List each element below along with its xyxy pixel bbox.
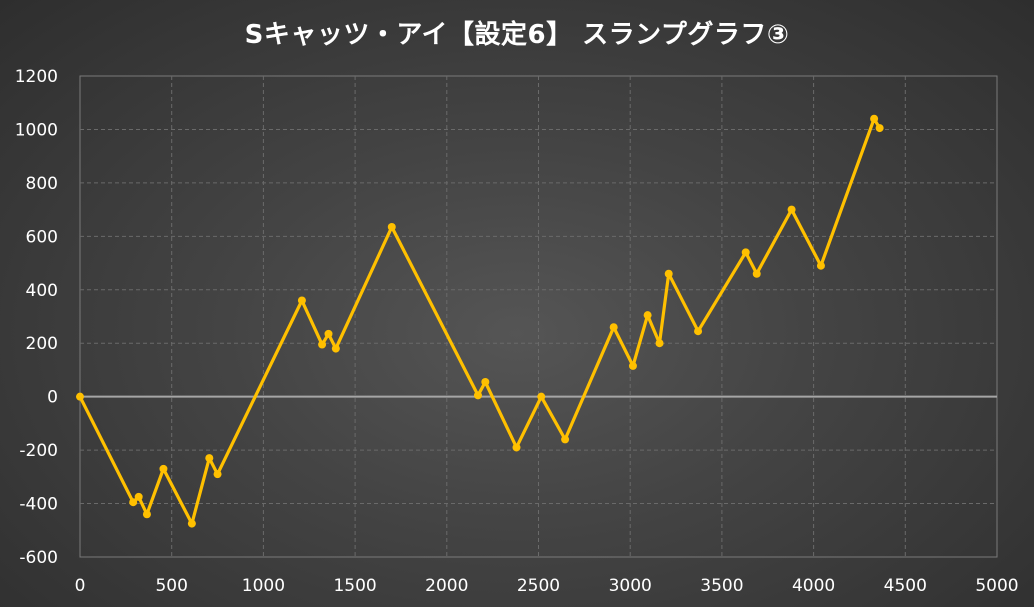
data-point bbox=[561, 435, 570, 444]
data-point bbox=[512, 443, 521, 452]
x-tick-label: 1000 bbox=[242, 576, 285, 596]
data-point bbox=[787, 205, 796, 214]
y-tick-label: 400 bbox=[26, 281, 58, 301]
data-point bbox=[664, 269, 673, 278]
grid bbox=[79, 75, 998, 558]
data-point bbox=[643, 311, 652, 320]
data-point bbox=[816, 261, 825, 270]
y-tick-label: -400 bbox=[19, 495, 58, 515]
data-point bbox=[76, 392, 84, 401]
data-point bbox=[318, 340, 327, 349]
x-tick-label: 3500 bbox=[700, 576, 743, 596]
data-series bbox=[76, 114, 884, 528]
x-tick-label: 2500 bbox=[517, 576, 560, 596]
series-line bbox=[78, 117, 882, 526]
x-tick-label: 1500 bbox=[333, 576, 376, 596]
x-tick-label: 500 bbox=[155, 576, 187, 596]
data-point bbox=[134, 492, 143, 501]
y-tick-label: 200 bbox=[26, 334, 58, 354]
x-tick-label: 3000 bbox=[609, 576, 652, 596]
data-point bbox=[129, 498, 138, 507]
data-point bbox=[609, 323, 618, 332]
data-point bbox=[694, 327, 703, 336]
data-point bbox=[297, 296, 306, 305]
data-point bbox=[875, 124, 884, 133]
data-point bbox=[142, 510, 151, 519]
data-point bbox=[473, 391, 482, 400]
y-tick-label: 1200 bbox=[15, 67, 58, 87]
data-point bbox=[752, 269, 761, 278]
data-point bbox=[870, 114, 879, 123]
tick-labels: 0 500 1000 1500 2000 2500 3000 3500 4000 4500 5000… bbox=[15, 67, 1019, 596]
y-tick-label: 800 bbox=[26, 174, 58, 194]
data-point bbox=[213, 470, 222, 479]
data-point bbox=[537, 392, 546, 401]
data-point bbox=[655, 339, 664, 348]
chart-title: Sキャッツ・アイ【設定6】 スランプグラフ③ bbox=[244, 20, 790, 50]
x-tick-label: 4500 bbox=[884, 576, 927, 596]
data-point bbox=[324, 329, 333, 338]
x-tick-label: 2000 bbox=[425, 576, 468, 596]
y-tick-label: -200 bbox=[19, 441, 58, 461]
y-tick-label: -600 bbox=[19, 548, 58, 568]
data-point bbox=[628, 361, 637, 370]
y-tick-label: 1000 bbox=[15, 120, 58, 140]
data-point bbox=[331, 344, 340, 353]
x-tick-label: 4000 bbox=[792, 576, 835, 596]
data-point bbox=[387, 222, 396, 231]
data-point bbox=[187, 519, 196, 528]
data-point bbox=[205, 454, 214, 463]
data-point bbox=[481, 377, 490, 386]
data-point bbox=[159, 464, 168, 473]
x-tick-label: 5000 bbox=[975, 576, 1018, 596]
data-point bbox=[741, 248, 750, 257]
y-tick-label: 0 bbox=[47, 388, 58, 408]
y-tick-label: 600 bbox=[26, 227, 58, 247]
x-tick-label: 0 bbox=[75, 576, 86, 596]
